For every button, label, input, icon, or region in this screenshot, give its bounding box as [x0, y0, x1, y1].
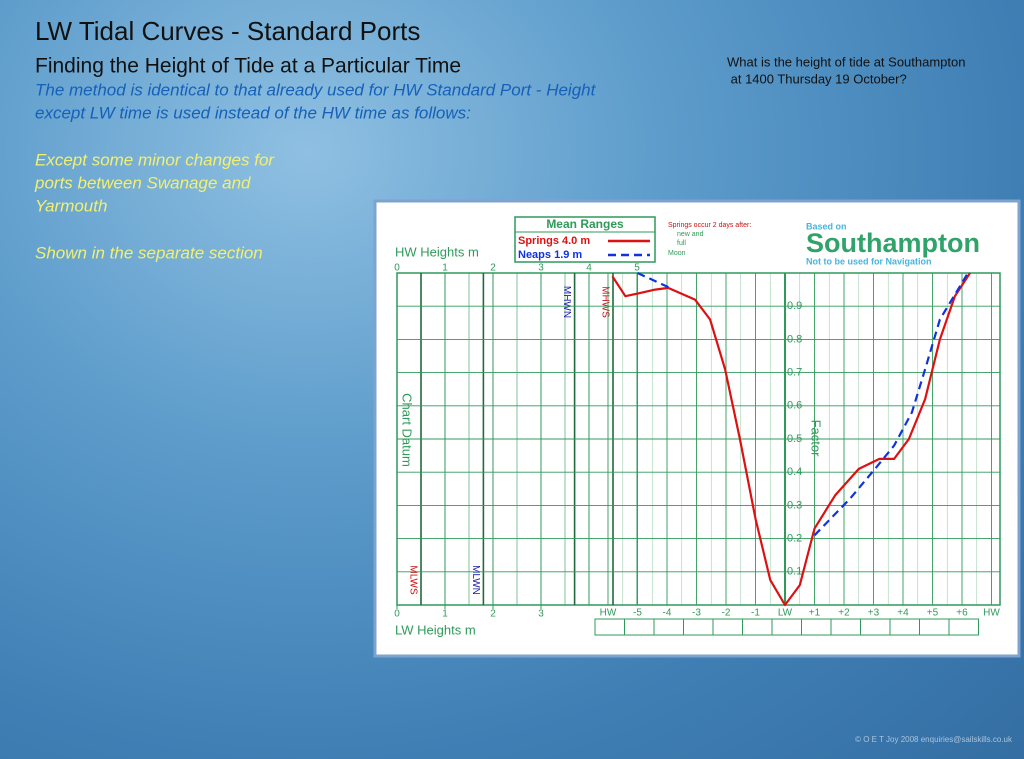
y-tick-label: 0.8 — [787, 333, 802, 345]
legend-label: Neaps 1.9 m — [518, 249, 582, 261]
springs-note-line: full — [677, 240, 686, 247]
x-tick-label: -2 — [722, 608, 731, 619]
chart-panel — [373, 199, 1021, 658]
y-axis-label: Factor — [809, 420, 824, 458]
springs-note-line: new and — [677, 231, 704, 238]
hw-height-tick-label: 3 — [538, 263, 544, 274]
series-line — [637, 272, 969, 537]
lw-height-tick-label: 0 — [394, 609, 400, 620]
springs-note-line: Moon — [668, 250, 686, 257]
hw-heights-label: HW Heights m — [395, 244, 479, 259]
pretitle: Based on — [806, 221, 847, 231]
y-tick-label: 0.1 — [787, 566, 802, 578]
springs-note-title: Springs occur 2 days after: — [668, 222, 751, 229]
question-line: What is the height of tide at Southampto… — [727, 54, 965, 69]
hw-height-tick-label: 0 — [394, 263, 400, 274]
x-tick-label: HW — [983, 608, 1000, 619]
y-tick-label: 0.2 — [787, 533, 802, 545]
x-tick-label: +4 — [897, 608, 909, 619]
lw-heights-label: LW Heights m — [395, 622, 476, 637]
note-line: Shown in the separate section — [35, 243, 263, 262]
hw-height-tick-label: 2 — [490, 263, 496, 274]
note-line: Yarmouth — [35, 196, 107, 215]
chart-subtitle: Not to be used for Navigation — [806, 256, 932, 266]
x-tick-label: -3 — [692, 608, 701, 619]
x-tick-label: +5 — [927, 608, 939, 619]
chart-title: Southampton — [806, 228, 980, 258]
y-tick-label: 0.9 — [787, 300, 802, 312]
height-mark-label: MHWS — [599, 286, 610, 318]
intro-line: except LW time is used instead of the HW… — [35, 103, 471, 122]
x-tick-label: +1 — [809, 608, 821, 619]
question-line: at 1400 Thursday 19 October? — [727, 71, 907, 86]
x-tick-label: +3 — [868, 608, 880, 619]
x-tick-label: HW — [600, 608, 617, 619]
y-tick-label: 0.3 — [787, 499, 802, 511]
slide-subtitle: Finding the Height of Tide at a Particul… — [35, 55, 461, 78]
series-line — [611, 272, 971, 607]
intro-line: The method is identical to that already … — [35, 80, 597, 99]
x-tick-label: -4 — [663, 608, 672, 619]
note-line: ports between Swanage and — [34, 173, 251, 192]
hw-height-tick-label: 4 — [586, 263, 592, 274]
datum-label: Chart Datum — [400, 393, 415, 467]
lw-height-tick-label: 2 — [490, 609, 496, 620]
y-tick-label: 0.5 — [787, 433, 802, 445]
hw-height-tick-label: 5 — [634, 263, 640, 274]
time-box — [948, 618, 979, 636]
x-tick-label: +2 — [838, 608, 850, 619]
legend-title: Mean Ranges — [546, 217, 624, 231]
slide-title: LW Tidal Curves - Standard Ports — [35, 16, 420, 46]
hw-height-tick-label: 1 — [442, 263, 448, 274]
legend-box — [514, 216, 656, 263]
x-tick-label: LW — [778, 608, 793, 619]
height-mark-label: MLWS — [407, 565, 418, 595]
x-tick-label: +6 — [956, 608, 968, 619]
height-mark-label: MLWN — [470, 565, 481, 595]
x-tick-label: -1 — [751, 608, 760, 619]
y-tick-label: 0.7 — [787, 367, 802, 379]
y-tick-label: 0.4 — [787, 466, 802, 478]
lw-height-tick-label: 1 — [442, 609, 448, 620]
note-line: Except some minor changes for — [35, 150, 275, 169]
legend-label: Springs 4.0 m — [518, 235, 590, 247]
x-tick-label: -5 — [633, 608, 642, 619]
y-tick-label: 0.6 — [787, 400, 802, 412]
lw-height-tick-label: 3 — [538, 609, 544, 620]
height-mark-label: MHWN — [561, 286, 572, 318]
copyright: © O E T Joy 2008 enquiries@sailskills.co… — [855, 735, 1013, 744]
